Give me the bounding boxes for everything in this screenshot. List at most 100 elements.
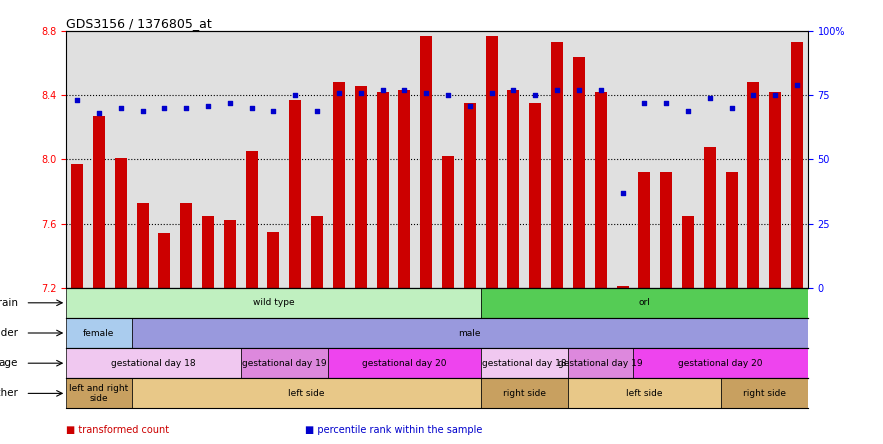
Bar	[132, 378, 480, 408]
Bar	[486, 36, 498, 288]
Text: female: female	[83, 329, 115, 337]
Point	[135, 107, 149, 114]
Bar	[66, 348, 241, 378]
Bar	[93, 116, 105, 288]
Point	[638, 99, 652, 107]
Text: ■ transformed count: ■ transformed count	[66, 425, 170, 435]
Bar	[355, 86, 366, 288]
Text: right side: right side	[502, 389, 546, 398]
Text: left side: left side	[288, 389, 324, 398]
Bar	[638, 172, 651, 288]
Text: age: age	[0, 358, 18, 368]
Point	[485, 89, 499, 96]
Point	[463, 102, 477, 109]
Bar	[376, 92, 389, 288]
Point	[768, 92, 782, 99]
Point	[267, 107, 281, 114]
Point	[179, 104, 193, 111]
Bar	[158, 233, 170, 288]
Text: left side: left side	[626, 389, 662, 398]
Bar	[224, 220, 236, 288]
Text: wild type: wild type	[253, 298, 294, 307]
Bar	[480, 288, 808, 318]
Point	[354, 89, 368, 96]
Bar	[573, 57, 585, 288]
Bar	[311, 215, 323, 288]
Bar	[747, 83, 759, 288]
Bar	[333, 83, 345, 288]
Point	[223, 99, 237, 107]
Text: gestational day 18: gestational day 18	[482, 359, 567, 368]
Point	[572, 87, 586, 94]
Point	[550, 87, 564, 94]
Point	[506, 87, 520, 94]
Bar	[529, 103, 541, 288]
Text: gestational day 20: gestational day 20	[678, 359, 763, 368]
Bar	[137, 203, 148, 288]
Bar	[480, 378, 568, 408]
Point	[681, 107, 695, 114]
Bar	[480, 348, 568, 378]
Text: orl: orl	[638, 298, 650, 307]
Bar	[328, 348, 480, 378]
Point	[201, 102, 215, 109]
Text: gender: gender	[0, 328, 18, 338]
Text: left and right
side: left and right side	[70, 384, 129, 403]
Bar	[633, 348, 808, 378]
Point	[659, 99, 673, 107]
Point	[397, 87, 411, 94]
Bar	[464, 103, 476, 288]
Text: other: other	[0, 388, 18, 398]
Point	[746, 92, 760, 99]
Bar	[268, 232, 280, 288]
Bar	[568, 348, 633, 378]
Bar	[769, 92, 781, 288]
Bar	[202, 215, 214, 288]
Point	[725, 104, 739, 111]
Bar	[398, 91, 411, 288]
Bar	[66, 318, 132, 348]
Text: strain: strain	[0, 298, 18, 308]
Bar	[66, 288, 480, 318]
Text: gestational day 18: gestational day 18	[111, 359, 196, 368]
Bar	[721, 378, 808, 408]
Text: gestational day 19: gestational day 19	[242, 359, 327, 368]
Point	[790, 81, 804, 88]
Point	[441, 92, 455, 99]
Text: gestational day 19: gestational day 19	[558, 359, 643, 368]
Point	[157, 104, 171, 111]
Point	[419, 89, 434, 96]
Point	[332, 89, 346, 96]
Bar	[616, 286, 629, 288]
Bar	[791, 42, 803, 288]
Bar	[595, 92, 607, 288]
Point	[528, 92, 542, 99]
Text: right side: right side	[743, 389, 786, 398]
Bar	[660, 172, 672, 288]
Bar	[241, 348, 328, 378]
Bar	[180, 203, 192, 288]
Bar	[290, 100, 301, 288]
Bar	[72, 164, 83, 288]
Text: male: male	[458, 329, 481, 337]
Bar	[568, 378, 721, 408]
Bar	[442, 156, 454, 288]
Text: GDS3156 / 1376805_at: GDS3156 / 1376805_at	[66, 17, 212, 30]
Bar	[726, 172, 737, 288]
Bar	[551, 42, 563, 288]
Text: gestational day 20: gestational day 20	[362, 359, 447, 368]
Bar	[508, 91, 519, 288]
Bar	[420, 36, 432, 288]
Point	[703, 94, 717, 101]
Text: ■ percentile rank within the sample: ■ percentile rank within the sample	[305, 425, 482, 435]
Point	[114, 104, 128, 111]
Point	[593, 87, 608, 94]
Bar	[66, 378, 132, 408]
Bar	[245, 151, 258, 288]
Bar	[115, 158, 127, 288]
Point	[92, 110, 106, 117]
Point	[310, 107, 324, 114]
Point	[288, 92, 302, 99]
Point	[245, 104, 259, 111]
Point	[375, 87, 389, 94]
